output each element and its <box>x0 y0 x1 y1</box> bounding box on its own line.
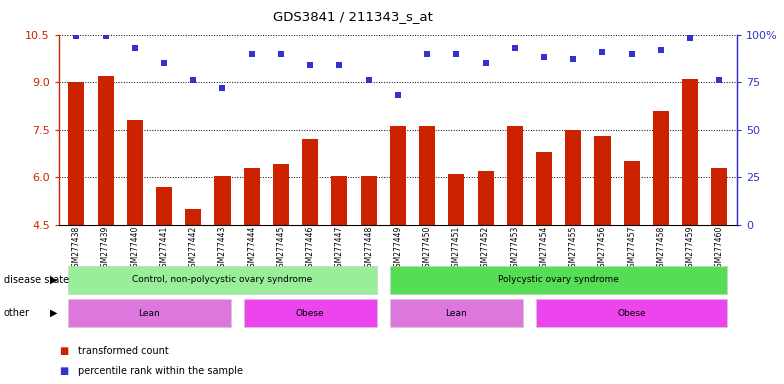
Text: other: other <box>4 308 30 318</box>
Bar <box>127 120 143 225</box>
Bar <box>244 168 260 225</box>
Bar <box>565 130 581 225</box>
Bar <box>156 187 172 225</box>
Bar <box>419 126 435 225</box>
Text: ▶: ▶ <box>49 275 57 285</box>
Bar <box>332 175 347 225</box>
Bar <box>361 175 376 225</box>
Text: Polycystic ovary syndrome: Polycystic ovary syndrome <box>498 275 619 284</box>
Bar <box>302 139 318 225</box>
Text: Lean: Lean <box>139 309 160 318</box>
Text: ■: ■ <box>59 346 68 356</box>
Bar <box>653 111 669 225</box>
Text: ■: ■ <box>59 366 68 376</box>
Text: ▶: ▶ <box>49 308 57 318</box>
Text: Obese: Obese <box>618 309 646 318</box>
Bar <box>594 136 611 225</box>
Text: percentile rank within the sample: percentile rank within the sample <box>78 366 243 376</box>
Bar <box>711 168 728 225</box>
Bar <box>624 161 640 225</box>
Text: Obese: Obese <box>296 309 325 318</box>
Bar <box>215 175 230 225</box>
Text: Lean: Lean <box>445 309 467 318</box>
Text: GDS3841 / 211343_s_at: GDS3841 / 211343_s_at <box>273 10 433 23</box>
Bar <box>536 152 552 225</box>
Bar <box>682 79 699 225</box>
Bar <box>506 126 523 225</box>
Text: disease state: disease state <box>4 275 69 285</box>
Bar <box>390 126 406 225</box>
Bar <box>97 76 114 225</box>
Bar <box>448 174 464 225</box>
Bar <box>68 82 85 225</box>
Bar <box>477 171 494 225</box>
Bar <box>185 209 201 225</box>
Text: Control, non-polycystic ovary syndrome: Control, non-polycystic ovary syndrome <box>132 275 313 284</box>
Text: transformed count: transformed count <box>78 346 169 356</box>
Bar <box>273 164 289 225</box>
